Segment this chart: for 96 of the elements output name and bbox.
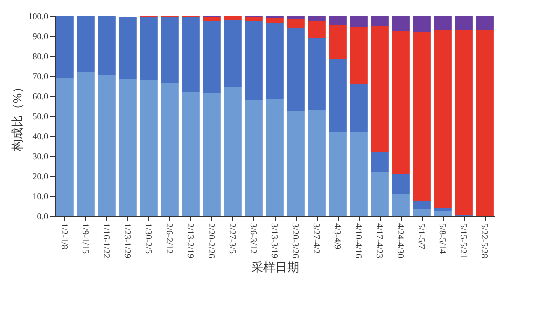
bar xyxy=(140,17,158,80)
x-tick-label: 4/3-4/9 xyxy=(333,224,344,250)
x-tick-label: 5/8-5/14 xyxy=(438,224,448,254)
bar xyxy=(245,21,263,100)
bar xyxy=(140,80,158,216)
bar xyxy=(287,19,305,28)
bar xyxy=(203,21,221,93)
y-tick-label: 20.0 xyxy=(32,172,49,182)
y-tick-label: 100.0 xyxy=(28,12,49,22)
bar xyxy=(392,31,410,174)
bar xyxy=(266,18,284,23)
x-tick-label: 1/16-1/22 xyxy=(102,224,112,258)
bar xyxy=(98,16,116,75)
x-tick-label: 5/1-5/7 xyxy=(417,224,428,250)
y-tick-label: 0.0 xyxy=(37,212,49,222)
y-tick-label: 90.0 xyxy=(32,32,49,42)
bar xyxy=(77,16,95,72)
bar xyxy=(455,30,473,215)
bar xyxy=(287,111,305,216)
bar xyxy=(308,110,326,216)
bar xyxy=(56,78,74,216)
x-tick-label: 1/2-1/8 xyxy=(60,224,70,250)
bar xyxy=(371,26,389,152)
x-tick-label: 5/22-5/28 xyxy=(480,224,490,259)
bar xyxy=(182,92,200,216)
bar xyxy=(476,30,494,216)
bar xyxy=(287,16,305,19)
x-tick-label: 2/27-3/5 xyxy=(228,224,238,254)
bar xyxy=(245,100,263,216)
y-tick-label: 60.0 xyxy=(32,92,49,102)
y-tick-label: 70.0 xyxy=(32,72,49,82)
bar xyxy=(182,17,200,92)
bar xyxy=(329,59,347,132)
bar xyxy=(245,17,263,21)
x-tick-label: 5/15-5/21 xyxy=(459,224,470,258)
y-tick-label: 10.0 xyxy=(32,192,49,202)
x-tick-label: 4/24-4/30 xyxy=(396,224,406,259)
x-tick-label: 2/13-2/19 xyxy=(186,224,196,259)
bar xyxy=(455,16,473,30)
x-tick-label: 3/13-3/19 xyxy=(270,224,280,259)
bar xyxy=(413,201,431,209)
bar xyxy=(308,38,326,110)
x-tick-label: 1/23-1/29 xyxy=(122,224,133,259)
bar xyxy=(119,17,137,79)
bar xyxy=(203,93,221,216)
x-tick-label: 1/9-1/15 xyxy=(80,224,91,254)
x-tick-label: 2/20-2/26 xyxy=(206,224,217,259)
bar xyxy=(287,28,305,111)
bar xyxy=(98,75,116,216)
y-tick-label: 50.0 xyxy=(32,112,49,122)
bar xyxy=(56,16,74,78)
bar xyxy=(413,209,431,216)
bar xyxy=(371,172,389,216)
bar xyxy=(413,16,431,32)
bar xyxy=(308,21,326,38)
bar xyxy=(350,16,368,27)
bar xyxy=(224,16,242,20)
bar xyxy=(77,72,95,216)
bar xyxy=(119,79,137,216)
bar xyxy=(434,16,452,30)
x-tick-label: 2/6-2/12 xyxy=(164,224,175,254)
bar xyxy=(413,32,431,201)
y-axis-title: 构成比（%） xyxy=(10,82,24,152)
bar xyxy=(392,16,410,31)
x-tick-label: 3/27-4/2 xyxy=(312,224,322,254)
bar xyxy=(203,17,221,21)
x-axis-title: 采样日期 xyxy=(252,260,300,274)
y-tick-label: 80.0 xyxy=(32,52,49,62)
bar xyxy=(350,132,368,216)
bar xyxy=(266,99,284,216)
bar xyxy=(224,20,242,87)
bar xyxy=(476,16,494,30)
x-tick-label: 3/20-3/26 xyxy=(291,224,301,259)
bar xyxy=(329,25,347,59)
bar xyxy=(308,16,326,21)
bar xyxy=(434,208,452,211)
bar xyxy=(434,30,452,208)
x-tick-label: 3/6-3/12 xyxy=(249,224,259,254)
bar xyxy=(161,17,179,83)
bar xyxy=(392,174,410,194)
y-tick-label: 30.0 xyxy=(32,152,49,162)
bar xyxy=(329,16,347,25)
bar xyxy=(161,83,179,216)
bar xyxy=(434,211,452,216)
x-tick-label: 1/30-2/5 xyxy=(144,224,154,254)
bar xyxy=(224,87,242,216)
bar xyxy=(266,23,284,99)
bar xyxy=(392,194,410,216)
bar xyxy=(371,152,389,172)
bar xyxy=(329,132,347,216)
bar xyxy=(371,16,389,26)
bar xyxy=(350,84,368,132)
x-tick-label: 4/10-4/16 xyxy=(354,224,364,259)
x-tick-label: 4/17-4/23 xyxy=(375,224,386,259)
bar xyxy=(350,27,368,84)
y-tick-label: 40.0 xyxy=(32,132,49,142)
